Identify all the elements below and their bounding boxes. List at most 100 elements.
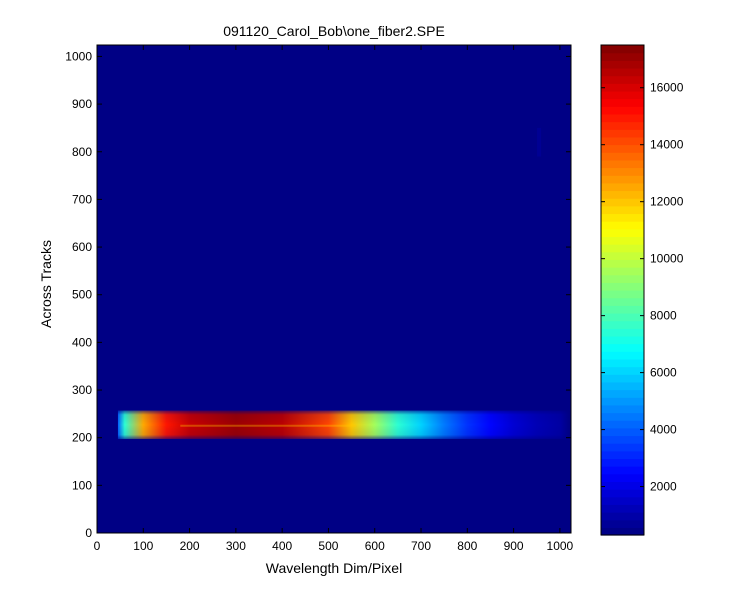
colorbar-segment — [601, 473, 644, 483]
colorbar-segment — [601, 450, 644, 460]
y-tick-label: 800 — [72, 145, 92, 159]
colorbar-segment — [601, 404, 644, 414]
x-axis-label: Wavelength Dim/Pixel — [266, 560, 402, 576]
colorbar-segment — [601, 343, 644, 352]
x-tick-label: 400 — [272, 539, 292, 553]
x-tick-label: 700 — [411, 539, 431, 553]
x-tick-label: 500 — [318, 539, 338, 553]
colorbar-segment — [601, 328, 644, 337]
y-tick-label: 400 — [72, 335, 92, 349]
colorbar-segment — [601, 198, 644, 207]
colorbar-tick-label: 8000 — [650, 309, 677, 323]
x-tick-label: 600 — [365, 539, 385, 553]
colorbar-segment — [601, 496, 644, 505]
colorbar-segment — [601, 527, 644, 536]
colorbar-segment — [601, 420, 644, 429]
y-tick-label: 500 — [72, 288, 92, 302]
colorbar-segment — [601, 259, 644, 268]
y-axis-ticks: 0 100 200 300 400 500 600 700 800 900 1000 — [65, 49, 571, 540]
colorbar-segment — [601, 435, 644, 444]
colorbar-segment — [601, 136, 644, 146]
colorbar-segment — [601, 466, 644, 475]
y-tick-label: 1000 — [65, 49, 92, 63]
x-tick-label: 800 — [457, 539, 477, 553]
colorbar-tick-label: 12000 — [650, 195, 684, 209]
colorbar — [600, 44, 645, 536]
colorbar-segment — [601, 221, 644, 230]
colorbar-segment — [601, 251, 644, 260]
colorbar-segment — [601, 98, 644, 107]
colorbar-segment — [601, 335, 644, 345]
colorbar-tick-label: 4000 — [650, 423, 677, 437]
colorbar-segment — [601, 489, 644, 498]
signal-band — [117, 410, 570, 440]
y-tick-label: 700 — [72, 192, 92, 206]
heatmap-plot-area — [96, 44, 572, 534]
colorbar-segment — [601, 358, 644, 368]
colorbar-segment — [601, 297, 644, 306]
x-tick-label: 300 — [226, 539, 246, 553]
colorbar-segment — [601, 83, 644, 92]
colorbar-segment — [601, 412, 644, 421]
y-tick-label: 0 — [85, 526, 92, 540]
colorbar-segment — [601, 213, 644, 222]
heatmap-background — [97, 45, 571, 533]
colorbar-segment — [601, 504, 644, 513]
colorbar-tick-label: 14000 — [650, 138, 684, 152]
colorbar-segment — [601, 190, 644, 199]
colorbar-segment — [601, 106, 644, 115]
x-tick-label: 0 — [94, 539, 101, 553]
colorbar-segment — [601, 167, 644, 176]
colorbar-segment — [601, 320, 644, 329]
colorbar-segment — [601, 45, 644, 54]
x-tick-label: 900 — [504, 539, 524, 553]
colorbar-segment — [601, 389, 644, 398]
colorbar-segment — [601, 236, 644, 245]
colorbar-tick-label: 16000 — [650, 81, 684, 95]
y-tick-label: 600 — [72, 240, 92, 254]
colorbar-segment — [601, 159, 644, 169]
x-tick-label: 100 — [133, 539, 153, 553]
colorbar-segment — [601, 52, 644, 61]
x-tick-label: 200 — [180, 539, 200, 553]
y-tick-label: 200 — [72, 431, 92, 445]
colorbar-segment — [601, 121, 644, 130]
colorbar-segment — [601, 397, 644, 406]
x-tick-label: 1000 — [547, 539, 574, 553]
colorbar-segment — [601, 244, 644, 253]
x-axis-ticks: 0 100 200 300 400 500 600 700 800 900 1000 — [94, 45, 574, 553]
colorbar-segment — [601, 512, 644, 521]
y-axis-label: Across Tracks — [38, 240, 54, 328]
y-tick-label: 900 — [72, 97, 92, 111]
colorbar-segment — [601, 374, 644, 383]
colorbar-segment — [601, 267, 644, 276]
colorbar-segment — [601, 205, 644, 215]
colorbar-segment — [601, 290, 644, 299]
colorbar-segment — [601, 312, 644, 322]
plot-frame — [96, 44, 572, 534]
colorbar-tick-label: 10000 — [650, 252, 684, 266]
colorbar-segment — [601, 67, 644, 77]
colorbar-tick-label: 2000 — [650, 480, 677, 494]
colorbar-segment — [601, 152, 644, 161]
y-tick-label: 300 — [72, 383, 92, 397]
colorbar-ticks: 2000 4000 6000 8000 10000 12000 14000 16000 — [601, 81, 684, 494]
colorbar-frame — [600, 44, 645, 536]
colorbar-segment — [601, 519, 644, 528]
colorbar-tick-label: 6000 — [650, 366, 677, 380]
colorbar-segment — [601, 129, 644, 138]
colorbar-segment — [601, 305, 644, 314]
colorbar-segment — [601, 427, 644, 437]
colorbar-segment — [601, 175, 644, 184]
colorbar-segment — [601, 351, 644, 360]
faint-feature — [537, 127, 542, 157]
colorbar-segment — [601, 228, 644, 238]
colorbar-segment — [601, 366, 644, 375]
colorbar-segment — [601, 75, 644, 84]
colorbar-segment — [601, 381, 644, 391]
colorbar-segment — [601, 282, 644, 291]
colorbar-segment — [601, 274, 644, 283]
colorbar-segment — [601, 60, 644, 69]
colorbar-segment — [601, 90, 644, 100]
